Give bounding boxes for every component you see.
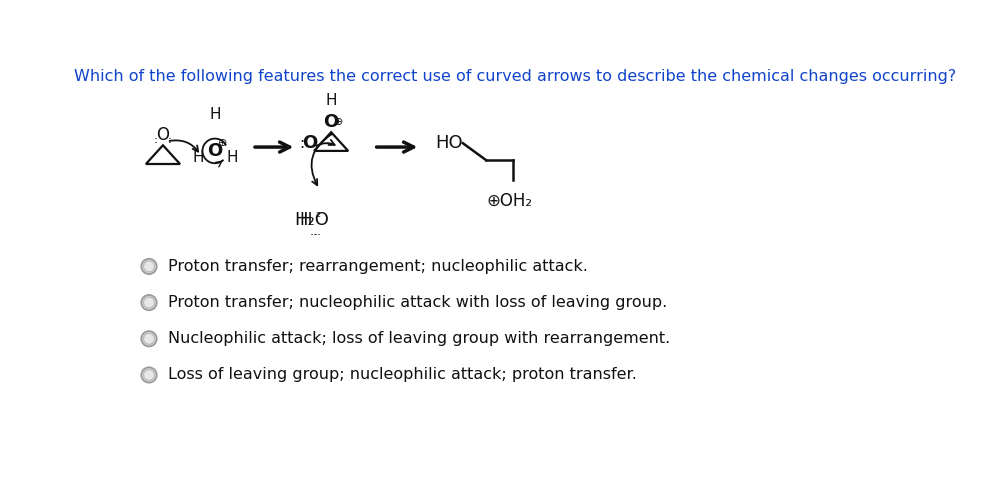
Circle shape [141,331,157,346]
Text: H: H [325,92,337,108]
Circle shape [144,333,155,344]
Text: ⊕: ⊕ [334,117,344,127]
Circle shape [141,259,157,274]
Text: O: O [157,126,169,144]
Text: ··: ·· [309,229,317,243]
Text: ⊕OH₂: ⊕OH₂ [486,192,532,210]
Text: H: H [209,107,220,122]
Text: Proton transfer; rearrangement; nucleophilic attack.: Proton transfer; rearrangement; nucleoph… [168,259,589,274]
Text: Loss of leaving group; nucleophilic attack; proton transfer.: Loss of leaving group; nucleophilic atta… [168,368,637,382]
Text: H₂O: H₂O [295,211,329,229]
Text: ·: · [154,137,158,150]
Text: ·: · [168,132,172,146]
Text: ·: · [168,137,172,150]
Text: O: O [303,134,318,152]
Text: Proton transfer; nucleophilic attack with loss of leaving group.: Proton transfer; nucleophilic attack wit… [168,295,668,310]
Text: H: H [226,150,237,165]
Text: H: H [299,211,312,229]
Text: ·: · [154,132,158,146]
Text: H: H [192,150,203,165]
Text: O: O [324,113,339,130]
Circle shape [141,295,157,310]
Text: :: : [299,136,304,151]
Text: ₂: ₂ [316,207,321,220]
Text: O: O [207,142,222,160]
Circle shape [144,261,155,272]
Text: ⊕: ⊕ [218,138,227,148]
Circle shape [144,297,155,308]
Text: ··: ·· [314,229,322,243]
Text: HO: HO [436,134,464,152]
Text: Nucleophilic attack; loss of leaving group with rearrangement.: Nucleophilic attack; loss of leaving gro… [168,331,671,346]
Text: Which of the following features the correct use of curved arrows to describe the: Which of the following features the corr… [74,69,957,83]
Circle shape [141,367,157,383]
Circle shape [144,370,155,380]
